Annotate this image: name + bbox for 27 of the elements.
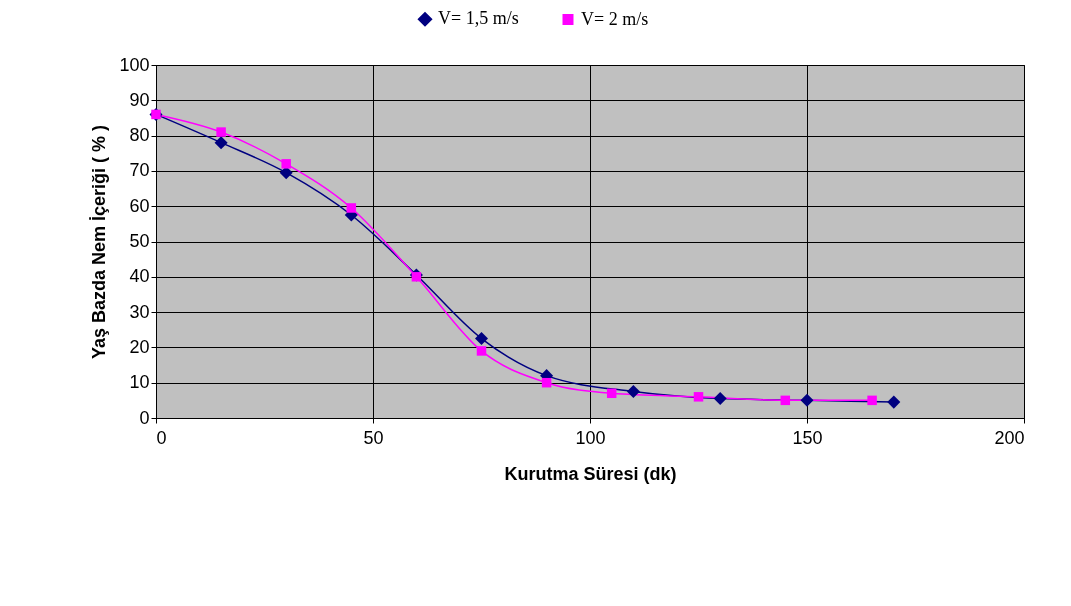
- y-tick-label: 10: [129, 372, 150, 393]
- x-tick-label: 50: [363, 427, 384, 448]
- point: [887, 395, 901, 409]
- y-tick-label: 70: [129, 160, 150, 181]
- y-tick-label: 0: [139, 407, 150, 428]
- y-tick-label: 80: [129, 125, 150, 146]
- y-tick-label: 30: [129, 301, 150, 322]
- y-tick-label: 90: [129, 89, 150, 110]
- point: [214, 136, 228, 150]
- y-tick-label: 100: [119, 54, 150, 75]
- legend-label: V= 2 m/s: [581, 8, 649, 29]
- legend-label: V= 1,5 m/s: [438, 8, 519, 29]
- point: [800, 393, 814, 407]
- x-axis-title: Kurutma Süresi (dk): [504, 463, 677, 484]
- y-tick-label: 50: [129, 231, 150, 251]
- point: [626, 385, 640, 399]
- x-tick-label: 150: [792, 427, 823, 448]
- point: [474, 332, 489, 346]
- y-tick-label: 60: [129, 195, 150, 216]
- y-tick-label: 20: [129, 336, 150, 357]
- x-tick-label: 0: [156, 427, 167, 448]
- y-tick-label: 40: [129, 266, 150, 287]
- x-tick-label: 100: [575, 427, 606, 448]
- point: [279, 166, 293, 180]
- point: [713, 392, 727, 406]
- y-axis-title: Yaş Bazda Nem İçeriği ( % ): [89, 124, 110, 360]
- x-tick-label: 200: [994, 427, 1025, 448]
